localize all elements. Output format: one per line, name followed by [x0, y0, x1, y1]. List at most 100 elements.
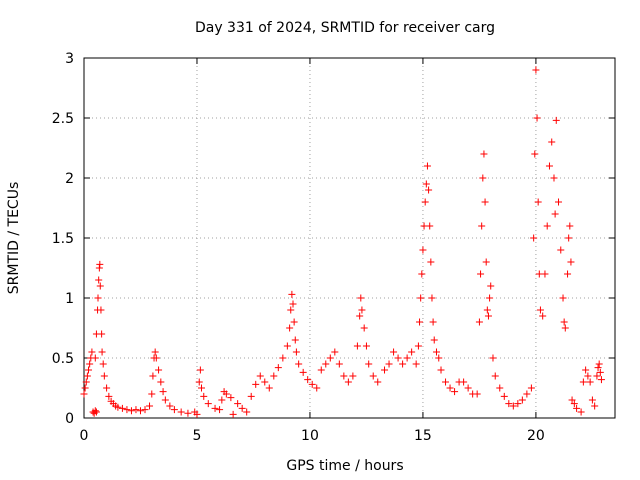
- data-point: [483, 306, 491, 314]
- data-point: [105, 392, 113, 400]
- x-tick-label: 20: [527, 428, 545, 444]
- data-point: [536, 306, 544, 314]
- data-point: [460, 378, 468, 386]
- data-point: [80, 390, 88, 398]
- data-point: [166, 402, 174, 410]
- data-point: [426, 222, 434, 230]
- data-point: [91, 354, 99, 362]
- data-point: [530, 234, 538, 242]
- data-point: [496, 384, 504, 392]
- data-point: [552, 116, 560, 124]
- data-point: [430, 336, 438, 344]
- data-point: [518, 396, 526, 404]
- data-point: [464, 384, 472, 392]
- y-tick-label: 0: [65, 411, 74, 427]
- data-point: [360, 324, 368, 332]
- data-point: [523, 390, 531, 398]
- data-point: [340, 372, 348, 380]
- data-point: [157, 378, 165, 386]
- data-point: [422, 180, 430, 188]
- data-point: [412, 360, 420, 368]
- data-point: [299, 368, 307, 376]
- y-tick-label: 1: [65, 291, 74, 307]
- data-point: [261, 378, 269, 386]
- data-point: [195, 378, 203, 386]
- data-point: [222, 390, 230, 398]
- data-point: [86, 360, 94, 368]
- data-point: [99, 360, 107, 368]
- data-point: [534, 198, 542, 206]
- data-point: [148, 390, 156, 398]
- data-point: [118, 404, 126, 412]
- data-point: [155, 366, 163, 374]
- data-point: [531, 150, 539, 158]
- data-point: [561, 324, 569, 332]
- data-point: [149, 372, 157, 380]
- data-point: [184, 409, 192, 417]
- data-points: [80, 66, 605, 418]
- data-point: [417, 294, 425, 302]
- data-point: [229, 410, 237, 418]
- data-point: [91, 407, 99, 415]
- data-point: [365, 360, 373, 368]
- x-tick-label: 0: [80, 428, 89, 444]
- data-point: [127, 407, 135, 415]
- data-point: [586, 378, 594, 386]
- data-point: [408, 348, 416, 356]
- data-point: [399, 360, 407, 368]
- data-point: [582, 366, 590, 374]
- data-point: [514, 400, 522, 408]
- data-point: [532, 66, 540, 74]
- data-point: [252, 380, 260, 388]
- data-point: [362, 342, 370, 350]
- data-point: [123, 406, 131, 414]
- data-point: [161, 396, 169, 404]
- data-point: [550, 174, 558, 182]
- data-point: [356, 312, 364, 320]
- data-point: [216, 406, 224, 414]
- data-point: [290, 318, 298, 326]
- data-point: [486, 294, 494, 302]
- data-point: [437, 366, 445, 374]
- data-point: [177, 408, 185, 416]
- data-point: [322, 360, 330, 368]
- data-point: [146, 402, 154, 410]
- data-point: [98, 348, 106, 356]
- data-point: [416, 318, 424, 326]
- data-point: [88, 348, 96, 356]
- data-point: [151, 348, 159, 356]
- data-point: [227, 394, 235, 402]
- y-tick-label: 2.5: [52, 111, 74, 127]
- data-point: [487, 282, 495, 290]
- data-point: [374, 378, 382, 386]
- data-point: [505, 400, 513, 408]
- data-point: [292, 348, 300, 356]
- data-point: [287, 306, 295, 314]
- data-point: [425, 186, 433, 194]
- data-point: [557, 246, 565, 254]
- data-point: [381, 366, 389, 374]
- data-point: [414, 342, 422, 350]
- data-point: [419, 246, 427, 254]
- data-point: [353, 342, 361, 350]
- data-point: [141, 406, 149, 414]
- data-point: [114, 403, 122, 411]
- data-point: [96, 260, 104, 268]
- data-point: [200, 392, 208, 400]
- data-point: [584, 372, 592, 380]
- data-point: [369, 372, 377, 380]
- data-point: [326, 354, 334, 362]
- data-point: [429, 318, 437, 326]
- data-point: [313, 384, 321, 392]
- data-point: [548, 138, 556, 146]
- data-point: [95, 276, 103, 284]
- data-point: [82, 378, 90, 386]
- data-point: [403, 354, 411, 362]
- data-point: [85, 366, 93, 374]
- data-point: [475, 318, 483, 326]
- data-point: [291, 336, 299, 344]
- data-point: [509, 402, 517, 410]
- data-point: [100, 372, 108, 380]
- data-point: [451, 388, 459, 396]
